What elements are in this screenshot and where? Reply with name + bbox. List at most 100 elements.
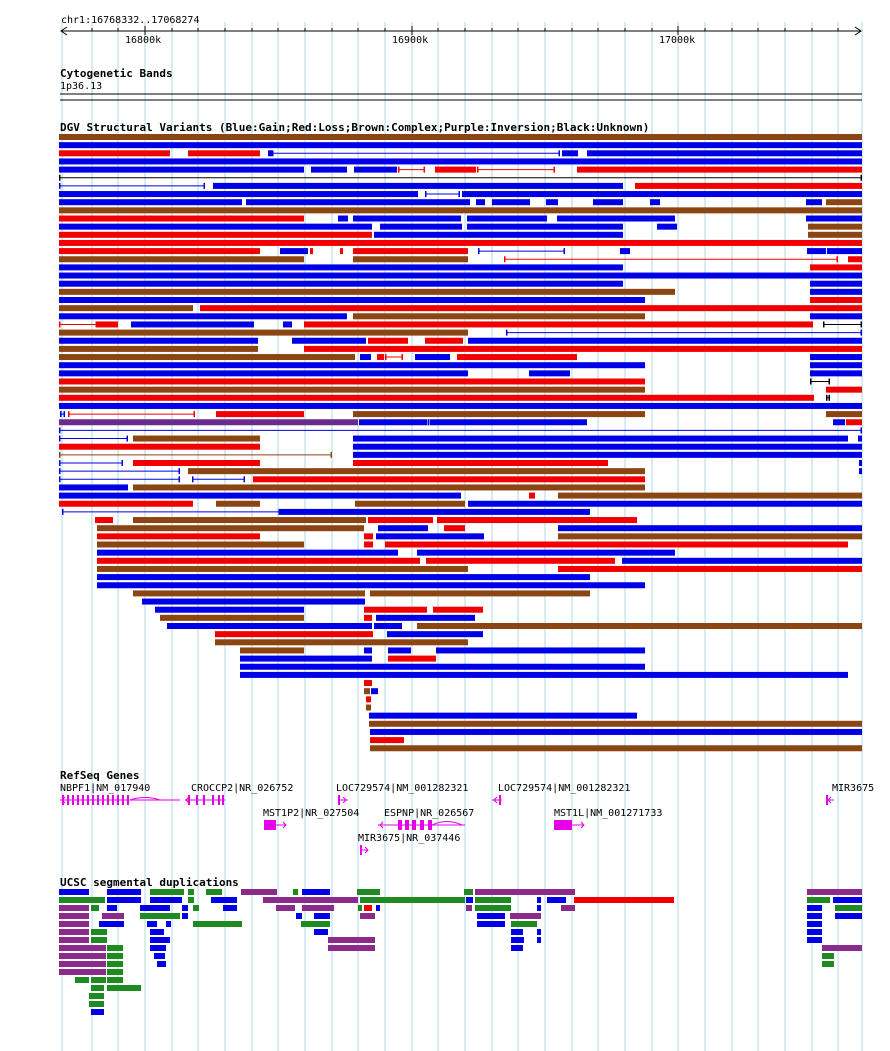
sv-gain-end[interactable] (860, 329, 863, 336)
sv-complex-end[interactable] (59, 451, 61, 458)
sv-loss-bar[interactable] (457, 354, 577, 361)
segdup-bar[interactable] (59, 905, 89, 911)
gene-nbpf1-exon[interactable] (72, 795, 74, 805)
sv-unknown-end[interactable] (59, 174, 61, 181)
segdup-bar[interactable] (466, 905, 472, 911)
segdup-bar[interactable] (822, 953, 834, 959)
sv-complex-bar[interactable] (369, 720, 862, 727)
sv-complex-bar[interactable] (59, 305, 193, 312)
sv-loss-bar[interactable] (59, 150, 170, 157)
sv-gain-bar[interactable] (167, 623, 372, 629)
sv-gain-bar[interactable] (59, 166, 304, 173)
sv-gain-bar[interactable] (59, 223, 372, 230)
sv-loss-bar[interactable] (97, 321, 118, 328)
sv-gain-bar[interactable] (390, 647, 411, 654)
sv-gain-bar[interactable] (557, 215, 675, 222)
segdup-bar[interactable] (574, 897, 674, 903)
gene-espnp-exon[interactable] (428, 820, 432, 830)
segdup-bar[interactable] (511, 945, 523, 951)
sv-gain-end[interactable] (425, 191, 427, 198)
segdup-bar[interactable] (807, 929, 822, 935)
gene-label-loc729574-b[interactable]: LOC729574|NM_001282321 (498, 783, 631, 794)
sv-gain-bar[interactable] (810, 313, 862, 320)
segdup-bar[interactable] (140, 913, 180, 919)
sv-loss-end[interactable] (95, 321, 98, 328)
segdup-bar[interactable] (302, 889, 330, 895)
sv-gain-bar[interactable] (142, 598, 365, 605)
gene-nbpf1-intron[interactable] (129, 797, 161, 801)
sv-complex-bar[interactable] (133, 590, 365, 597)
sv-unknown-end[interactable] (860, 321, 863, 328)
segdup-bar[interactable] (537, 929, 541, 935)
segdup-bar[interactable] (380, 897, 465, 903)
segdup-bar[interactable] (276, 905, 295, 911)
cytobands-track-title[interactable]: Cytogenetic Bands (60, 67, 173, 80)
sv-complex-bar[interactable] (370, 745, 862, 752)
sv-gain-bar[interactable] (131, 321, 254, 328)
sv-gain-bar[interactable] (657, 223, 677, 230)
segdup-bar[interactable] (91, 985, 104, 991)
sv-complex-bar[interactable] (59, 386, 645, 393)
sv-gain-bar[interactable] (807, 248, 826, 255)
segdup-bar[interactable] (182, 913, 188, 919)
segdup-bar[interactable] (107, 969, 123, 975)
sv-complex-bar[interactable] (216, 500, 260, 507)
segdup-bar[interactable] (107, 905, 117, 911)
segdup-bar[interactable] (150, 945, 166, 951)
sv-gain-bar[interactable] (97, 582, 645, 589)
sv-gain-bar[interactable] (806, 215, 862, 222)
gene-nbpf1-exon[interactable] (67, 795, 69, 805)
segdup-bar[interactable] (59, 929, 89, 935)
sv-loss-bar[interactable] (846, 419, 862, 426)
sv-loss-bar[interactable] (353, 248, 468, 255)
segdup-bar[interactable] (475, 889, 575, 895)
sv-gain-end[interactable] (59, 427, 61, 434)
sv-complex-bar[interactable] (133, 435, 260, 442)
gene-loc729574-b-exon[interactable] (499, 795, 501, 805)
sv-loss-bar[interactable] (848, 256, 862, 263)
gene-croccp2-exon[interactable] (222, 795, 224, 805)
segdup-bar[interactable] (59, 921, 89, 927)
sv-loss-bar[interactable] (59, 215, 304, 222)
segdup-bar[interactable] (59, 945, 106, 951)
segdup-bar[interactable] (511, 937, 524, 943)
sv-loss-bar[interactable] (304, 321, 813, 328)
segdup-bar[interactable] (360, 897, 380, 903)
segdup-bar[interactable] (107, 889, 141, 895)
segdup-bar[interactable] (59, 969, 106, 975)
sv-gain-bar[interactable] (387, 631, 483, 638)
sv-gain-bar[interactable] (311, 166, 347, 173)
sv-complex-bar[interactable] (558, 533, 862, 540)
sv-loss-end[interactable] (477, 166, 479, 173)
sv-loss-bar[interactable] (364, 614, 372, 621)
sv-complex-bar[interactable] (59, 329, 468, 336)
sv-loss-bar[interactable] (304, 345, 862, 352)
sv-gain-bar[interactable] (476, 199, 485, 206)
sv-gain-bar[interactable] (353, 443, 862, 450)
sv-gain-bar[interactable] (546, 199, 558, 206)
sv-gain-bar[interactable] (155, 606, 304, 613)
sv-gain-bar[interactable] (529, 370, 570, 377)
sv-gain-bar[interactable] (562, 150, 578, 157)
sv-loss-bar[interactable] (215, 631, 373, 638)
gene-croccp2-exon[interactable] (203, 795, 205, 805)
sv-gain-bar[interactable] (360, 354, 371, 361)
sv-gain-bar[interactable] (280, 508, 590, 515)
sv-loss-end[interactable] (193, 411, 196, 418)
sv-loss-bar[interactable] (529, 492, 535, 499)
sv-gain-bar[interactable] (59, 191, 418, 198)
sv-gain-bar[interactable] (268, 150, 272, 157)
gene-nbpf1-exon[interactable] (107, 795, 109, 805)
sv-loss-end[interactable] (59, 321, 61, 328)
sv-gain-bar[interactable] (650, 199, 660, 206)
sv-loss-bar[interactable] (444, 525, 465, 532)
segdup-bar[interactable] (107, 897, 141, 903)
sv-loss-bar[interactable] (558, 565, 862, 572)
segdup-bar[interactable] (89, 993, 104, 999)
sv-gain-bar[interactable] (240, 663, 645, 670)
segdup-bar[interactable] (107, 953, 123, 959)
sv-complex-bar[interactable] (808, 223, 862, 230)
sv-gain-bar[interactable] (810, 288, 862, 295)
sv-gain-bar[interactable] (59, 264, 623, 271)
gene-nbpf1-exon[interactable] (102, 795, 104, 805)
